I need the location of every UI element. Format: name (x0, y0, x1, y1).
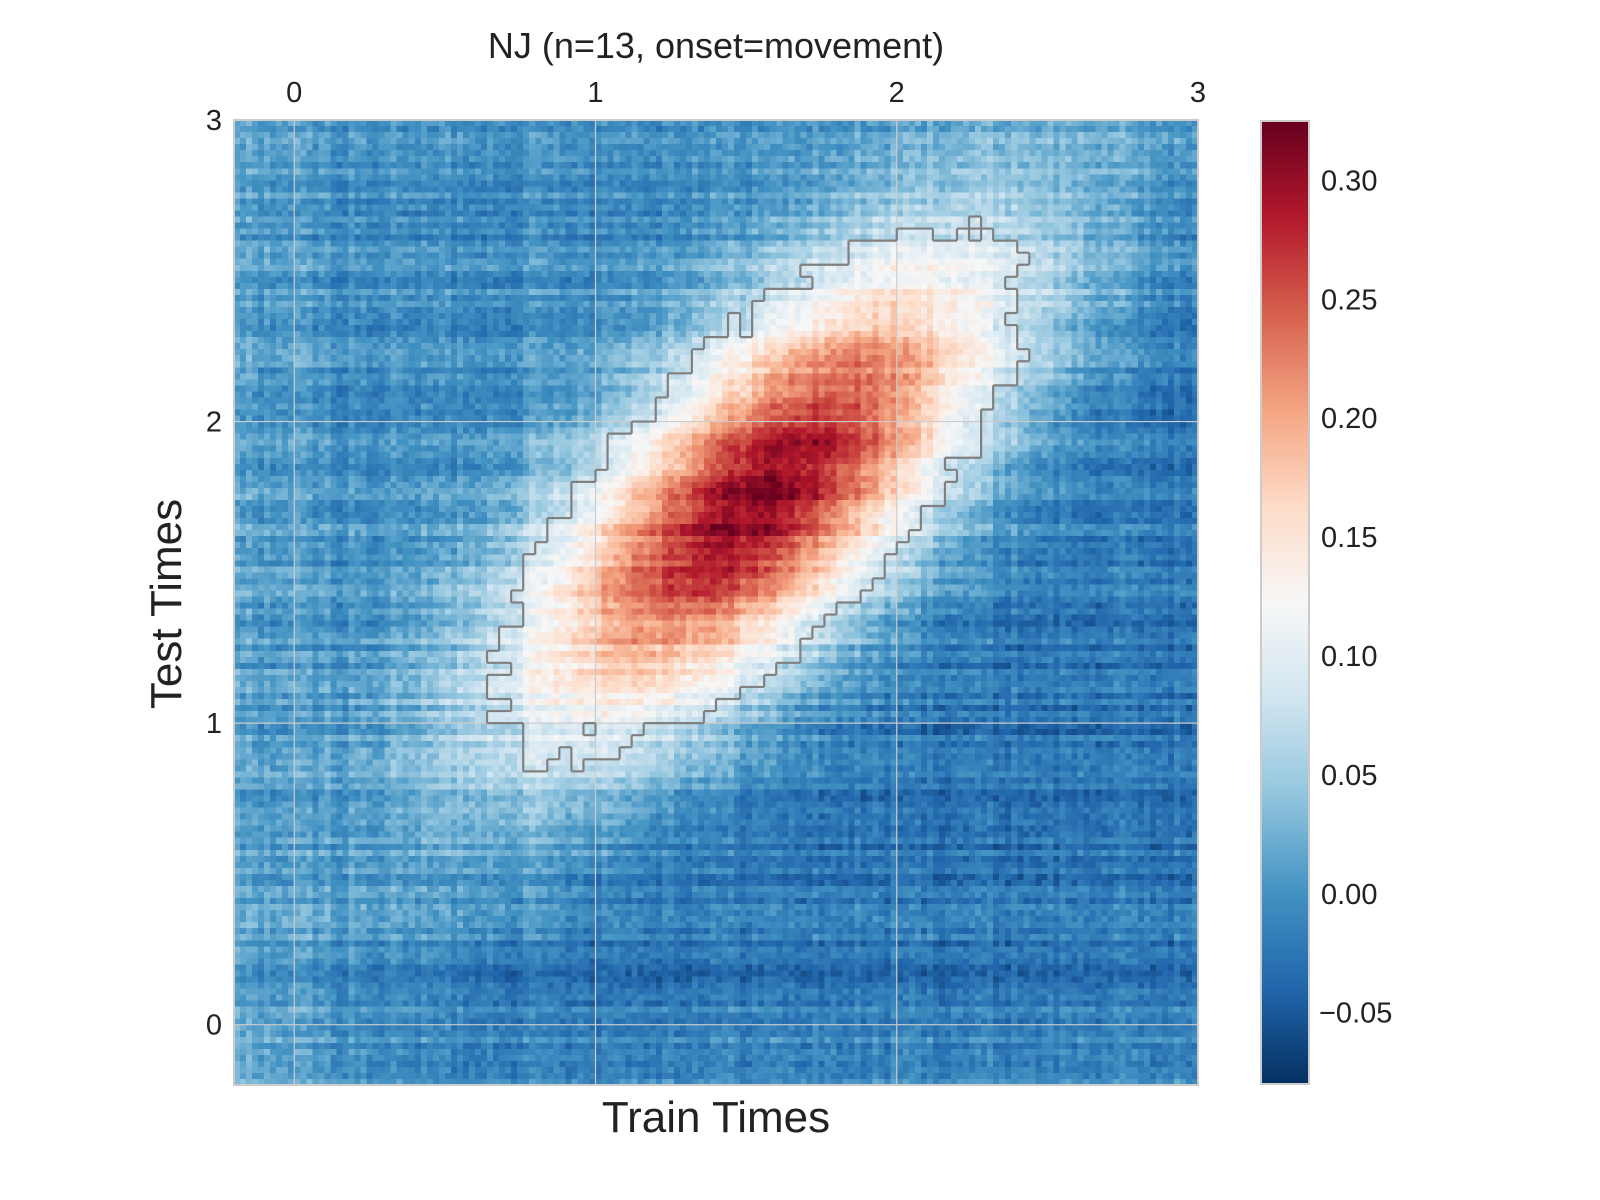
colorbar-tick-label: 0.05 (1321, 760, 1377, 792)
colorbar-frame (1260, 120, 1310, 1085)
colorbar-tick-label: 0.15 (1321, 522, 1377, 554)
significance-contour (485, 215, 1031, 773)
colorbar: −0.05 0.00 0.05 0.10 0.15 0.20 0.25 0.30 (1260, 120, 1392, 1085)
colorbar-tick-label: 0.30 (1321, 165, 1377, 197)
y-tick-label: 1 (206, 708, 222, 740)
colorbar-tick-labels: −0.05 0.00 0.05 0.10 0.15 0.20 0.25 0.30 (1319, 165, 1392, 1029)
colorbar-tick-label: 0.20 (1321, 403, 1377, 435)
y-tick-label: 0 (206, 1010, 222, 1042)
colorbar-tick-label: 0.10 (1321, 641, 1377, 673)
chart-title: NJ (n=13, onset=movement) (488, 25, 944, 66)
heatmap-cells (234, 120, 1198, 1085)
x-tick-labels: 0 1 2 3 (286, 77, 1206, 109)
plot-area (233, 119, 1199, 1086)
x-tick-label: 3 (1190, 77, 1206, 109)
y-tick-labels: 0 1 2 3 (206, 105, 222, 1042)
x-axis-label: Train Times (602, 1093, 830, 1142)
x-tick-label: 0 (286, 77, 302, 109)
y-tick-label: 3 (206, 105, 222, 137)
colorbar-gradient (1261, 121, 1309, 1084)
x-tick-label: 2 (889, 77, 905, 109)
y-axis-label: Test Times (142, 499, 191, 709)
x-tick-label: 1 (587, 77, 603, 109)
colorbar-tick-label: 0.00 (1321, 879, 1377, 911)
y-tick-label: 2 (206, 407, 222, 439)
colorbar-tick-label: 0.25 (1321, 284, 1377, 316)
colorbar-tick-label: −0.05 (1319, 998, 1392, 1030)
plot-frame (233, 119, 1199, 1086)
